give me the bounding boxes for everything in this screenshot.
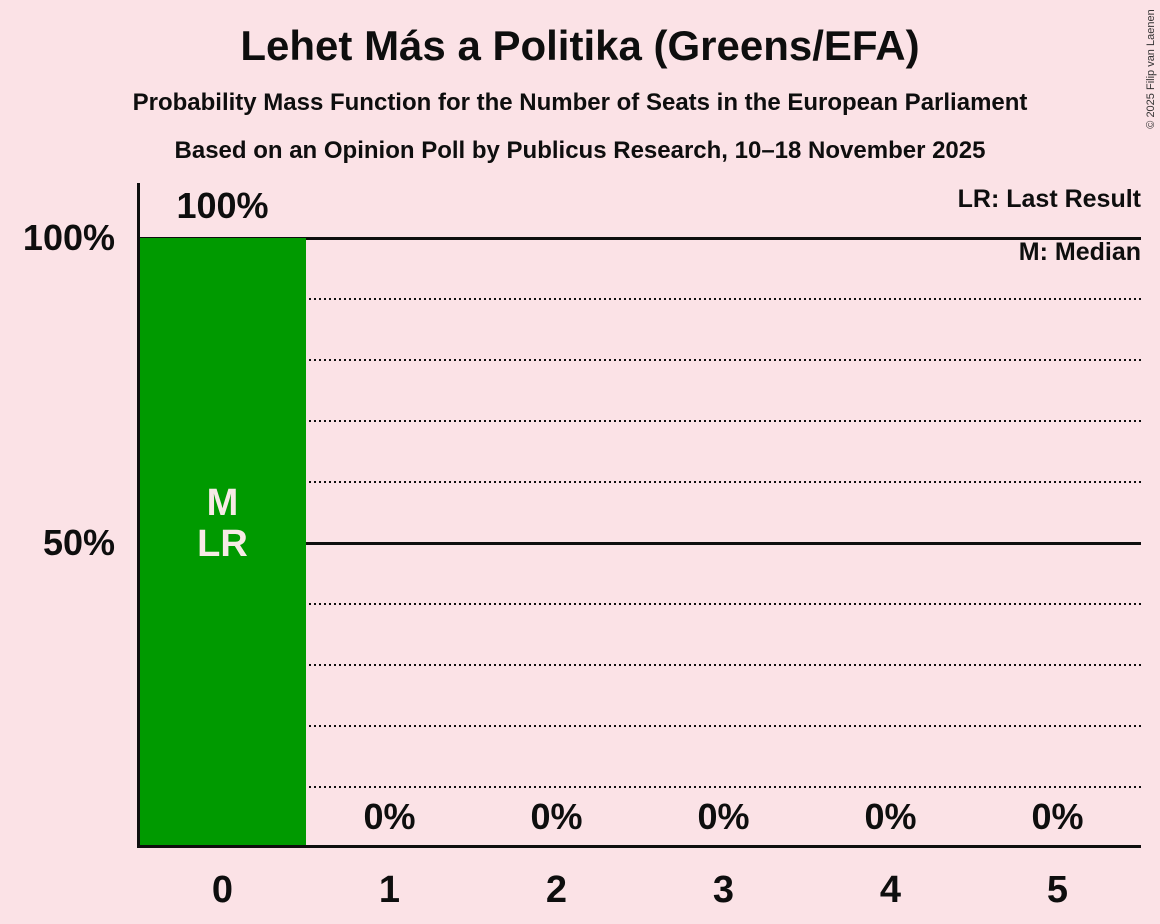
gridline-dotted-40 (139, 603, 1141, 605)
bar-annotation-median-lastresult: M LR (139, 483, 306, 565)
bar-value-label: 0% (864, 796, 917, 837)
bar-value-label: 0% (697, 796, 750, 837)
gridline-dotted-30 (139, 664, 1141, 666)
legend: LR: Last Result M: Median (741, 186, 1141, 265)
gridline-dotted-10 (139, 786, 1141, 788)
bar-value-label: 0% (530, 796, 583, 837)
bar-value-label: 100% (176, 185, 269, 226)
bar-annotation-line: LR (197, 523, 248, 565)
x-tick-label-5: 5 (1046, 869, 1069, 911)
chart-subtitle: Probability Mass Function for the Number… (132, 89, 1028, 116)
x-tick-label-1: 1 (378, 869, 401, 911)
x-axis-line (137, 845, 1141, 848)
x-tick-label-0: 0 (211, 869, 234, 911)
y-axis-label-50: 50% (42, 522, 115, 563)
legend-median: M: Median (1018, 238, 1141, 266)
bar-seats-0 (139, 238, 306, 845)
gridline-dotted-70 (139, 420, 1141, 422)
chart-source-line: Based on an Opinion Poll by Publicus Res… (174, 137, 986, 164)
gridline-dotted-90 (139, 298, 1141, 300)
chart-title: Lehet Más a Politika (Greens/EFA) (240, 22, 920, 69)
gridline-dotted-80 (139, 359, 1141, 361)
x-tick-label-3: 3 (712, 869, 735, 911)
bar-annotation-line: M (206, 482, 239, 524)
x-tick-label-2: 2 (545, 869, 568, 911)
y-axis-line (137, 183, 140, 848)
y-axis-label-100: 100% (22, 217, 115, 258)
gridline-dotted-60 (139, 481, 1141, 483)
bar-value-label: 0% (363, 796, 416, 837)
x-tick-label-4: 4 (879, 869, 902, 911)
bar-value-label: 0% (1031, 796, 1084, 837)
gridline-solid-100 (139, 237, 1141, 240)
legend-last-result: LR: Last Result (957, 185, 1141, 213)
gridline-solid-50 (139, 542, 1141, 545)
gridline-dotted-20 (139, 725, 1141, 727)
